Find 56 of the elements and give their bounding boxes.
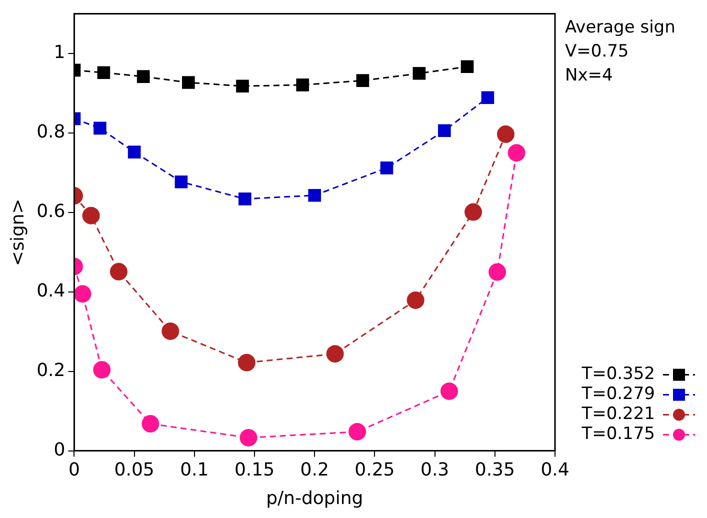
x-tick-label: 0.25 bbox=[354, 459, 395, 480]
text: Average sign bbox=[565, 18, 676, 38]
point bbox=[481, 91, 494, 104]
point bbox=[94, 122, 106, 135]
point bbox=[162, 322, 180, 340]
point bbox=[93, 361, 111, 379]
point bbox=[174, 175, 188, 188]
point bbox=[97, 66, 110, 80]
legend-label: T=0.221 bbox=[580, 404, 655, 424]
point bbox=[240, 428, 258, 446]
x-axis-title: p/n-doping bbox=[266, 488, 364, 509]
point bbox=[142, 415, 160, 433]
y-tick-label: 1 bbox=[54, 42, 66, 64]
y-tick-label: 0.2 bbox=[36, 360, 66, 382]
y-tick-label: 0.6 bbox=[36, 201, 66, 222]
point bbox=[412, 66, 426, 80]
x-tick-label: 0 bbox=[68, 459, 80, 480]
point bbox=[326, 345, 344, 363]
legend-label: T=0.279 bbox=[580, 384, 655, 404]
x-tick-label: 0.4 bbox=[540, 459, 570, 480]
point bbox=[488, 263, 506, 281]
point bbox=[438, 124, 451, 138]
point bbox=[296, 78, 309, 92]
point bbox=[380, 162, 394, 174]
point bbox=[356, 74, 370, 87]
x-tick-label: 0.15 bbox=[234, 459, 275, 480]
point bbox=[308, 188, 322, 202]
y-tick-label: 0.8 bbox=[36, 122, 66, 143]
point bbox=[136, 70, 150, 83]
x-tick-label: 0.1 bbox=[180, 459, 209, 480]
point bbox=[440, 382, 458, 400]
point bbox=[238, 354, 256, 372]
x-tick-label: 0.3 bbox=[420, 459, 450, 480]
y-tick-label: 0.4 bbox=[36, 280, 66, 302]
legend-label: T=0.352 bbox=[580, 364, 655, 384]
y-tick-label: 0 bbox=[54, 439, 66, 460]
point bbox=[128, 146, 141, 158]
point bbox=[238, 192, 252, 206]
point bbox=[236, 80, 249, 93]
point bbox=[496, 125, 514, 143]
legend-label: T=0.175 bbox=[580, 424, 655, 444]
point bbox=[82, 206, 100, 224]
point bbox=[110, 262, 128, 280]
point bbox=[460, 60, 474, 74]
x-tick-label: 0.05 bbox=[114, 459, 154, 480]
point bbox=[406, 291, 424, 309]
x-tick-label: 0.35 bbox=[474, 459, 515, 480]
point bbox=[182, 76, 195, 89]
point bbox=[464, 203, 482, 221]
point bbox=[348, 422, 366, 440]
text: V=0.75 bbox=[565, 42, 629, 62]
text: Nx=4 bbox=[565, 66, 613, 86]
point bbox=[74, 285, 92, 303]
y-axis-title: <sign> bbox=[7, 198, 28, 266]
x-tick-label: 0.2 bbox=[300, 459, 329, 480]
point bbox=[508, 144, 526, 162]
